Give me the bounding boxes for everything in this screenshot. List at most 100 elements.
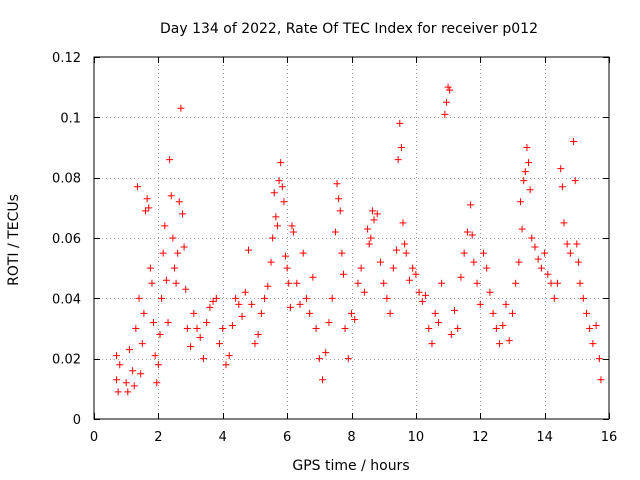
data-point — [447, 331, 455, 339]
data-point — [190, 309, 198, 317]
data-point — [502, 300, 510, 308]
data-point — [174, 249, 182, 257]
data-point — [523, 144, 531, 151]
data-point — [463, 228, 471, 236]
data-point — [489, 309, 497, 317]
data-point — [156, 331, 164, 339]
y-tick-label: 0.06 — [52, 232, 81, 247]
data-point — [199, 355, 207, 363]
data-point — [446, 86, 454, 94]
data-point — [183, 325, 191, 332]
data-point — [380, 279, 388, 287]
data-point — [438, 279, 446, 287]
data-point — [138, 340, 146, 348]
data-point — [441, 110, 449, 118]
data-point — [373, 210, 381, 218]
data-point — [492, 325, 500, 332]
data-point — [402, 249, 410, 257]
data-point — [412, 270, 420, 278]
data-point — [557, 165, 565, 173]
data-point — [319, 376, 327, 384]
data-point — [130, 382, 138, 390]
data-point — [560, 219, 568, 227]
x-tick-label: 10 — [408, 430, 425, 445]
data-point — [206, 303, 214, 311]
data-point — [515, 258, 523, 266]
data-point — [142, 207, 149, 215]
x-axis-tick-labels: 0 2 4 6 8 10 12 14 16 — [90, 430, 617, 445]
data-point — [451, 306, 458, 314]
data-point — [299, 249, 307, 257]
data-point — [508, 309, 516, 317]
data-point — [264, 282, 272, 290]
data-point — [232, 294, 240, 302]
y-axis-tick-labels: 0 0.02 0.04 0.06 0.08 0.1 0.12 — [52, 51, 81, 428]
data-point — [405, 276, 413, 284]
data-point — [140, 309, 148, 317]
data-point — [225, 352, 233, 360]
data-point — [193, 325, 201, 332]
data-point — [344, 355, 352, 363]
data-point — [376, 258, 384, 266]
x-tick-label: 8 — [347, 430, 355, 445]
data-point — [154, 361, 162, 369]
data-point — [442, 98, 450, 106]
data-point — [280, 198, 288, 206]
data-point — [338, 249, 346, 257]
data-point — [113, 352, 121, 360]
x-tick-label: 0 — [90, 430, 98, 445]
data-point — [161, 222, 169, 230]
data-point — [187, 343, 195, 351]
data-point — [267, 258, 275, 266]
axis-ticks — [94, 57, 610, 420]
data-point — [129, 367, 137, 375]
data-point — [132, 325, 140, 332]
data-point — [544, 270, 552, 278]
y-tick-label: 0.12 — [52, 51, 81, 66]
data-point — [270, 189, 278, 197]
data-point — [476, 300, 484, 308]
data-point — [370, 216, 378, 224]
data-point — [512, 279, 520, 287]
data-point — [278, 183, 286, 191]
data-point — [124, 388, 132, 396]
data-point — [422, 291, 430, 299]
data-point — [496, 340, 504, 348]
data-point — [273, 222, 281, 230]
data-point — [579, 294, 587, 302]
data-point — [114, 388, 122, 396]
data-point — [328, 294, 336, 302]
data-point — [286, 303, 294, 311]
data-point — [261, 294, 269, 302]
y-axis-label: ROTI / TECUs — [6, 194, 22, 286]
data-point — [563, 240, 571, 248]
data-point — [473, 279, 481, 287]
data-point — [383, 294, 391, 302]
data-point — [177, 104, 185, 112]
data-point — [368, 207, 376, 215]
data-point — [386, 309, 394, 317]
data-point — [357, 264, 365, 272]
data-point — [290, 228, 298, 236]
data-point — [573, 240, 581, 248]
data-point — [558, 183, 566, 191]
data-point — [550, 294, 558, 302]
data-point — [582, 309, 590, 317]
data-point — [203, 318, 211, 326]
data-point — [393, 246, 401, 254]
data-point — [336, 207, 344, 215]
data-point — [293, 279, 301, 287]
data-point — [312, 325, 320, 332]
data-point — [306, 309, 314, 317]
data-point — [479, 249, 487, 257]
data-point — [499, 321, 507, 329]
x-tick-label: 12 — [472, 430, 489, 445]
data-point — [175, 198, 183, 206]
data-point — [528, 234, 536, 242]
data-point — [364, 225, 372, 233]
x-tick-label: 14 — [536, 430, 553, 445]
data-point — [148, 279, 156, 287]
data-point — [282, 252, 290, 260]
data-point — [167, 192, 175, 200]
